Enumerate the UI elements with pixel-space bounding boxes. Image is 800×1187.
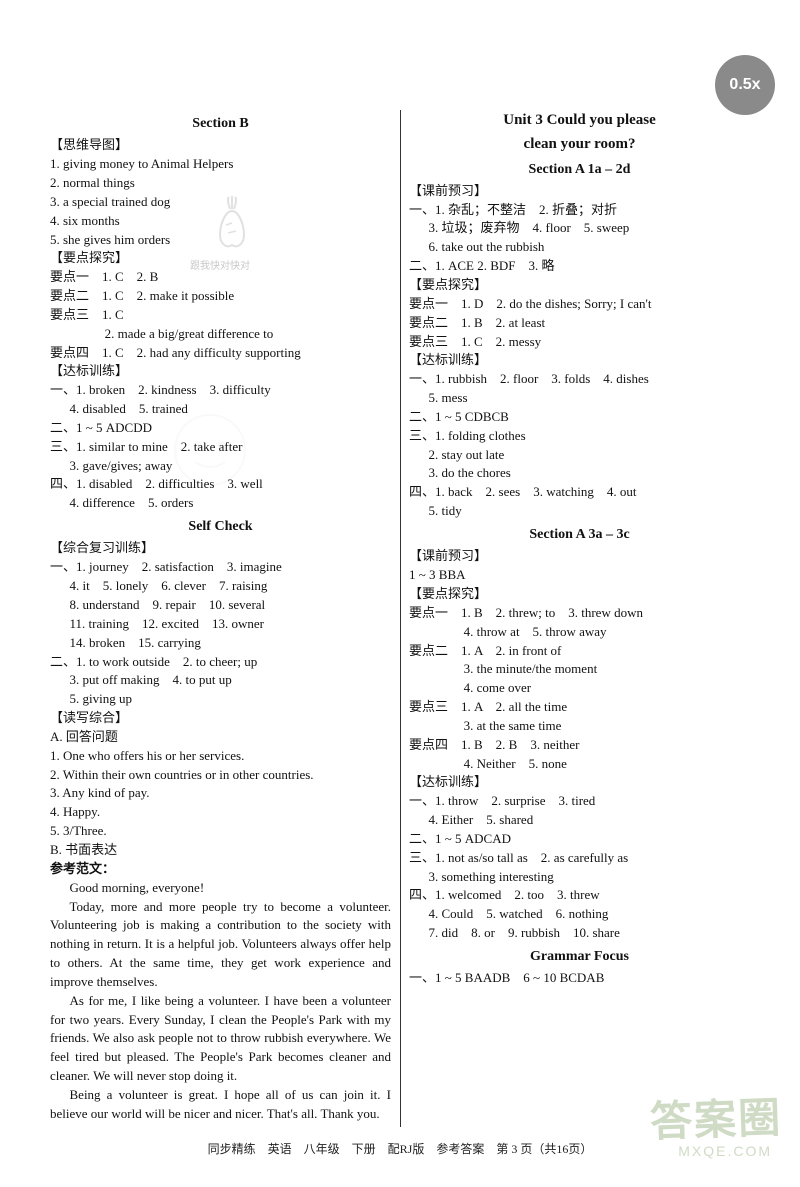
text-line: 4. difference 5. orders xyxy=(50,494,391,513)
text-line: 5. giving up xyxy=(50,690,391,709)
text-line: 1. One who offers his or her services. xyxy=(50,747,391,766)
grammar-focus-title: Grammar Focus xyxy=(409,947,750,967)
text-line: 7. did 8. or 9. rubbish 10. share xyxy=(409,924,750,943)
keypoints-heading: 【要点探究】 xyxy=(409,585,750,604)
text-line: B. 书面表达 xyxy=(50,841,391,860)
text-line: 4. six months xyxy=(50,212,391,231)
text-line: 要点一 1. C 2. B xyxy=(50,268,391,287)
watermark-logo: 答案圈 xyxy=(649,1084,783,1150)
text-line: 二、1 ~ 5 ADCDD xyxy=(50,419,391,438)
text-line: 3. 垃圾；废弃物 4. floor 5. sweep xyxy=(409,219,750,238)
text-line: 二、1 ~ 5 CDBCB xyxy=(409,408,750,427)
essay-paragraph: As for me, I like being a volunteer. I h… xyxy=(50,992,391,1086)
text-line: 4. Happy. xyxy=(50,803,391,822)
text-line: 5. she gives him orders xyxy=(50,231,391,250)
dabiao-heading: 【达标训练】 xyxy=(409,773,750,792)
text-line: 要点四 1. C 2. had any difficulty supportin… xyxy=(50,344,391,363)
text-line: 三、1. folding clothes xyxy=(409,427,750,446)
text-line: A. 回答问题 xyxy=(50,728,391,747)
text-line: 2. made a big/great difference to xyxy=(50,325,391,344)
keypoints-heading: 【要点探究】 xyxy=(50,249,391,268)
sample-heading: 参考范文： xyxy=(50,860,391,879)
text-line: 2. Within their own countries or in othe… xyxy=(50,766,391,785)
zoom-badge-label: 0.5x xyxy=(729,76,760,94)
text-line: 四、1. back 2. sees 3. watching 4. out xyxy=(409,483,750,502)
text-line: 4. Either 5. shared xyxy=(409,811,750,830)
text-line: 一、1. throw 2. surprise 3. tired xyxy=(409,792,750,811)
zoom-badge[interactable]: 0.5x xyxy=(715,55,775,115)
text-line: 要点三 1. A 2. all the time xyxy=(409,698,750,717)
text-line: 3. the minute/the moment xyxy=(409,660,750,679)
text-line: 3. gave/gives; away xyxy=(50,457,391,476)
page: 0.5x 跟我快对快对 Section B 【思维导图】 1. giving m… xyxy=(0,0,800,1187)
essay-paragraph: Today, more and more people try to becom… xyxy=(50,898,391,992)
text-line: 一、1. 杂乱；不整洁 2. 折叠；对折 xyxy=(409,201,750,220)
text-line: 三、1. similar to mine 2. take after xyxy=(50,438,391,457)
text-line: 4. disabled 5. trained xyxy=(50,400,391,419)
text-line: 4. throw at 5. throw away xyxy=(409,623,750,642)
essay-paragraph: Being a volunteer is great. I hope all o… xyxy=(50,1086,391,1124)
text-line: 二、1 ~ 5 ADCAD xyxy=(409,830,750,849)
text-line: 3. a special trained dog xyxy=(50,193,391,212)
text-line: 3. at the same time xyxy=(409,717,750,736)
text-line: 要点四 1. B 2. B 3. neither xyxy=(409,736,750,755)
text-line: 要点一 1. D 2. do the dishes; Sorry; I can'… xyxy=(409,295,750,314)
text-line: 要点二 1. A 2. in front of xyxy=(409,642,750,661)
text-line: 二、1. to work outside 2. to cheer; up xyxy=(50,653,391,672)
text-line: 二、1. ACE 2. BDF 3. 略 xyxy=(409,257,750,276)
section-a-3a-title: Section A 3a – 3c xyxy=(409,525,750,545)
text-line: 4. it 5. lonely 6. clever 7. raising xyxy=(50,577,391,596)
text-line: 14. broken 15. carrying xyxy=(50,634,391,653)
dabiao-heading: 【达标训练】 xyxy=(409,351,750,370)
text-line: 四、1. disabled 2. difficulties 3. well xyxy=(50,475,391,494)
watermark-sub: MXQE.COM xyxy=(678,1143,772,1159)
text-line: 2. normal things xyxy=(50,174,391,193)
text-line: 6. take out the rubbish xyxy=(409,238,750,257)
document-content: Section B 【思维导图】 1. giving money to Anim… xyxy=(50,110,750,1127)
self-check-title: Self Check xyxy=(50,517,391,537)
section-b-title: Section B xyxy=(50,114,391,134)
zonghe-heading: 【综合复习训练】 xyxy=(50,539,391,558)
text-line: 三、1. not as/so tall as 2. as carefully a… xyxy=(409,849,750,868)
text-line: 四、1. welcomed 2. too 3. threw xyxy=(409,886,750,905)
text-line: 一、1. broken 2. kindness 3. difficulty xyxy=(50,381,391,400)
text-line: 一、1 ~ 5 BAADB 6 ~ 10 BCDAB xyxy=(409,969,750,988)
text-line: 11. training 12. excited 13. owner xyxy=(50,615,391,634)
essay-open: Good morning, everyone! xyxy=(50,879,391,898)
text-line: 2. stay out late xyxy=(409,446,750,465)
dabiao-heading: 【达标训练】 xyxy=(50,362,391,381)
text-line: 要点一 1. B 2. threw; to 3. threw down xyxy=(409,604,750,623)
text-line: 5. tidy xyxy=(409,502,750,521)
text-line: 8. understand 9. repair 10. several xyxy=(50,596,391,615)
text-line: 4. come over xyxy=(409,679,750,698)
text-line: 3. something interesting xyxy=(409,868,750,887)
text-line: 3. put off making 4. to put up xyxy=(50,671,391,690)
text-line: 一、1. rubbish 2. floor 3. folds 4. dishes xyxy=(409,370,750,389)
section-a-1a-title: Section A 1a – 2d xyxy=(409,160,750,180)
keypoints-heading: 【要点探究】 xyxy=(409,276,750,295)
duxie-heading: 【读写综合】 xyxy=(50,709,391,728)
text-line: 3. Any kind of pay. xyxy=(50,784,391,803)
text-line: 要点二 1. C 2. make it possible xyxy=(50,287,391,306)
unit3-title-line1: Unit 3 Could you please xyxy=(409,110,750,132)
text-line: 一、1. journey 2. satisfaction 3. imagine xyxy=(50,558,391,577)
text-line: 1 ~ 3 BBA xyxy=(409,566,750,585)
preclass-heading: 【课前预习】 xyxy=(409,547,750,566)
mind-map-heading: 【思维导图】 xyxy=(50,136,391,155)
text-line: 1. giving money to Animal Helpers xyxy=(50,155,391,174)
text-line: 3. do the chores xyxy=(409,464,750,483)
text-line: 5. mess xyxy=(409,389,750,408)
unit3-title-line2: clean your room? xyxy=(409,134,750,156)
text-line: 4. Could 5. watched 6. nothing xyxy=(409,905,750,924)
text-line: 4. Neither 5. none xyxy=(409,755,750,774)
text-line: 5. 3/Three. xyxy=(50,822,391,841)
preclass-heading: 【课前预习】 xyxy=(409,182,750,201)
text-line: 要点二 1. B 2. at least xyxy=(409,314,750,333)
text-line: 要点三 1. C 2. messy xyxy=(409,333,750,352)
text-line: 要点三 1. C xyxy=(50,306,391,325)
